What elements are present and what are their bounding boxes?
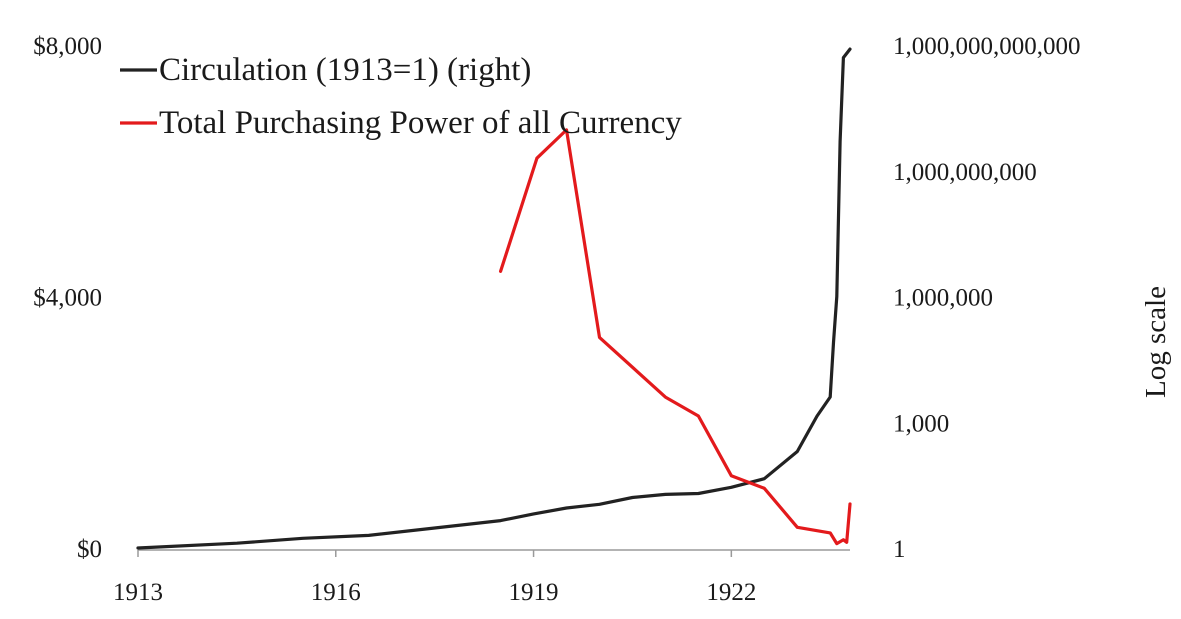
x-tick-label: 1919 xyxy=(509,579,559,606)
legend-label: Circulation (1913=1) (right) xyxy=(159,52,531,88)
left-tick-label: $4,000 xyxy=(33,285,102,312)
right-tick-label: 1,000,000 xyxy=(893,285,993,312)
legend-label: Total Purchasing Power of all Currency xyxy=(159,105,682,141)
right-axis-label: Log scale xyxy=(1140,286,1172,398)
x-tick-label: 1922 xyxy=(706,579,756,606)
right-tick-label: 1,000,000,000 xyxy=(893,159,1037,186)
right-tick-label: 1,000,000,000,000 xyxy=(893,33,1081,60)
right-tick-label: 1 xyxy=(893,536,906,563)
left-tick-label: $0 xyxy=(77,536,102,563)
left-tick-label: $8,000 xyxy=(33,33,102,60)
x-tick-label: 1913 xyxy=(113,579,163,606)
right-tick-label: 1,000 xyxy=(893,410,949,437)
purchasing-power-series-line xyxy=(499,128,852,546)
circulation-series-line xyxy=(136,47,852,550)
x-tick-label: 1916 xyxy=(311,579,361,606)
